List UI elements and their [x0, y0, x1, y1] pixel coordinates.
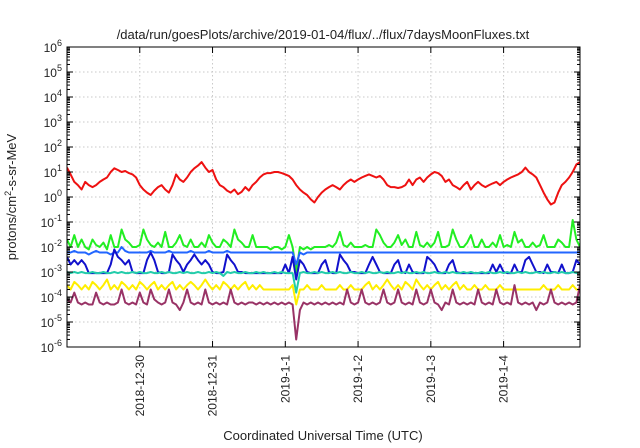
chart-title: /data/run/goesPlots/archive/2019-01-04/f… [117, 27, 530, 42]
y-tick-label: 106 [44, 38, 62, 55]
y-tick-labels: 10-6 10-5 10-4 10-3 10-2 10-1 100 101 102 103 104 1… [41, 38, 62, 355]
y-tick-label: 10-6 [41, 338, 62, 355]
x-tick-label: 2018-12-31 [206, 355, 220, 417]
series-line-4 [67, 248, 580, 281]
y-tick-label: 101 [44, 163, 62, 180]
x-tick-label: 2019-1-2 [351, 355, 365, 403]
y-tick-label: 103 [44, 113, 62, 130]
series-line-1 [67, 161, 580, 206]
series-line-5 [67, 271, 580, 294]
x-tick-label: 2019-1-1 [278, 355, 292, 403]
y-tick-label: 10-4 [41, 288, 62, 305]
series-layer [67, 161, 580, 341]
y-tick-label: 10-1 [41, 213, 62, 230]
y-axis-label-part-1: protons/cm [4, 196, 19, 260]
x-tick-label: 2019-1-4 [497, 355, 511, 403]
series-line-7 [67, 284, 580, 341]
y-tick-label: 10-5 [41, 313, 62, 330]
y-tick-label: 102 [44, 138, 62, 155]
y-axis-label-part-2: -s-sr-MeV [4, 133, 19, 190]
y-axis-label: protons/cm2-s-sr-MeV [3, 133, 19, 260]
x-tick-label: 2018-12-30 [133, 355, 147, 417]
x-tick-label: 2019-1-3 [424, 355, 438, 403]
y-tick-label: 10-3 [41, 263, 62, 280]
series-line-2 [67, 219, 580, 273]
x-axis-label: Coordinated Universal Time (UTC) [223, 428, 422, 443]
y-tick-label: 104 [44, 88, 62, 105]
y-tick-label: 100 [44, 188, 62, 205]
series-line-6 [67, 278, 580, 306]
y-axis-label-superscript: 2 [3, 191, 13, 196]
y-tick-label: 10-2 [41, 238, 62, 255]
series-line-3 [67, 246, 580, 266]
x-tick-labels: 2018-12-30 2018-12-31 2019-1-1 2019-1-2 2019… [133, 355, 511, 417]
axis-ticks [67, 46, 580, 348]
y-tick-label: 105 [44, 63, 62, 80]
